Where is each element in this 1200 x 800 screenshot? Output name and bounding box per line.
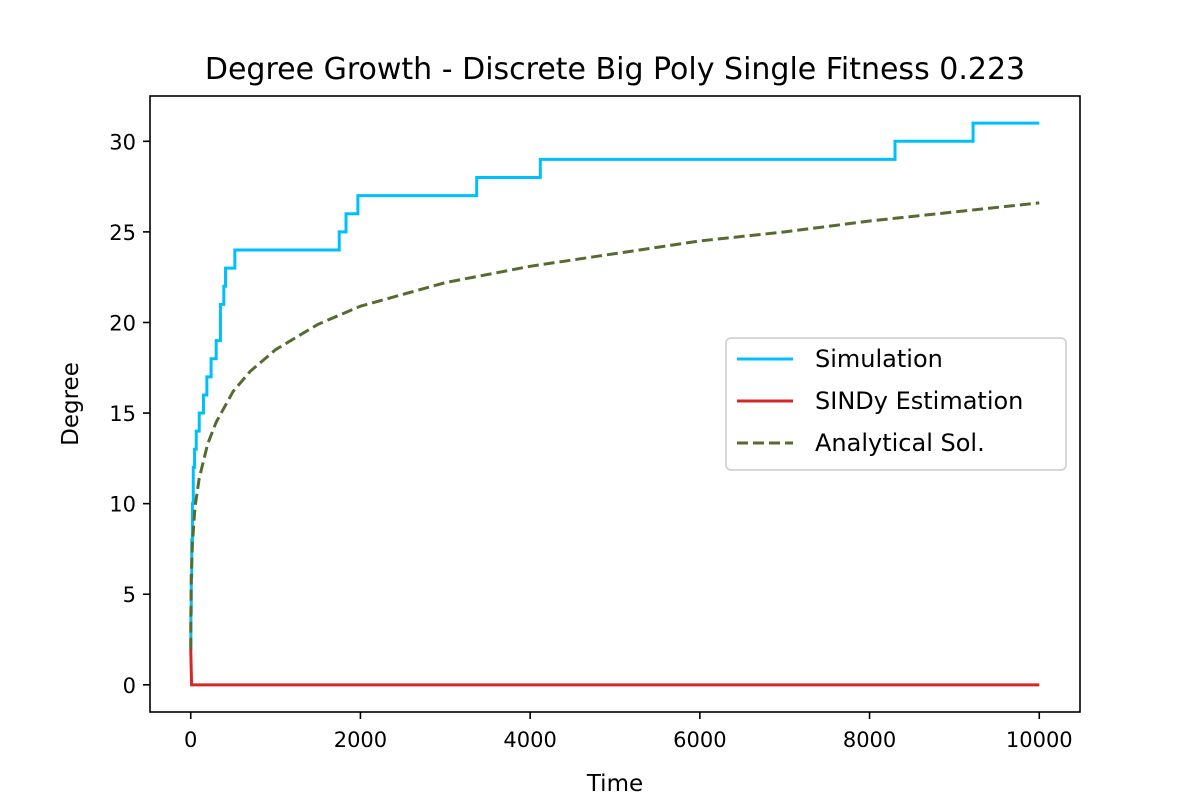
y-tick-label: 15 [109,402,136,426]
y-axis-label: Degree [58,362,84,446]
legend-box [725,337,1067,471]
legend-label-analytical-sol: Analytical Sol. [815,429,985,457]
x-axis-label: Time [586,771,643,797]
y-tick-label: 20 [109,311,136,335]
y-tick-label: 10 [109,493,136,517]
y-tick-label: 25 [109,221,136,245]
y-tick-label: 0 [123,674,136,698]
legend: Simulation SINDy Estimation Analytical Sol… [725,337,1067,471]
axes-frame [149,95,1081,713]
series-line-sindy-estimation [189,648,1040,687]
legend-label-simulation: Simulation [815,345,943,373]
x-tick-label: 8000 [843,728,896,752]
series-line-simulation [189,121,1040,651]
y-tick-label: 5 [123,583,136,607]
x-axis: 0 2000 4000 6000 8000 10000 [184,712,1073,752]
series-line-analytical-sol [189,201,1040,649]
series-layer [189,121,1040,687]
x-tick-label: 0 [184,728,197,752]
y-axis: 0 5 10 15 20 25 30 [109,130,150,698]
x-tick-label: 2000 [334,728,387,752]
y-tick-label: 30 [109,130,136,154]
x-tick-label: 10000 [1006,728,1073,752]
plot-area [149,95,1081,713]
legend-label-sindy-estimation: SINDy Estimation [815,387,1023,415]
x-tick-label: 6000 [673,728,726,752]
x-tick-label: 4000 [503,728,556,752]
chart-title: Degree Growth - Discrete Big Poly Single… [205,52,1025,87]
